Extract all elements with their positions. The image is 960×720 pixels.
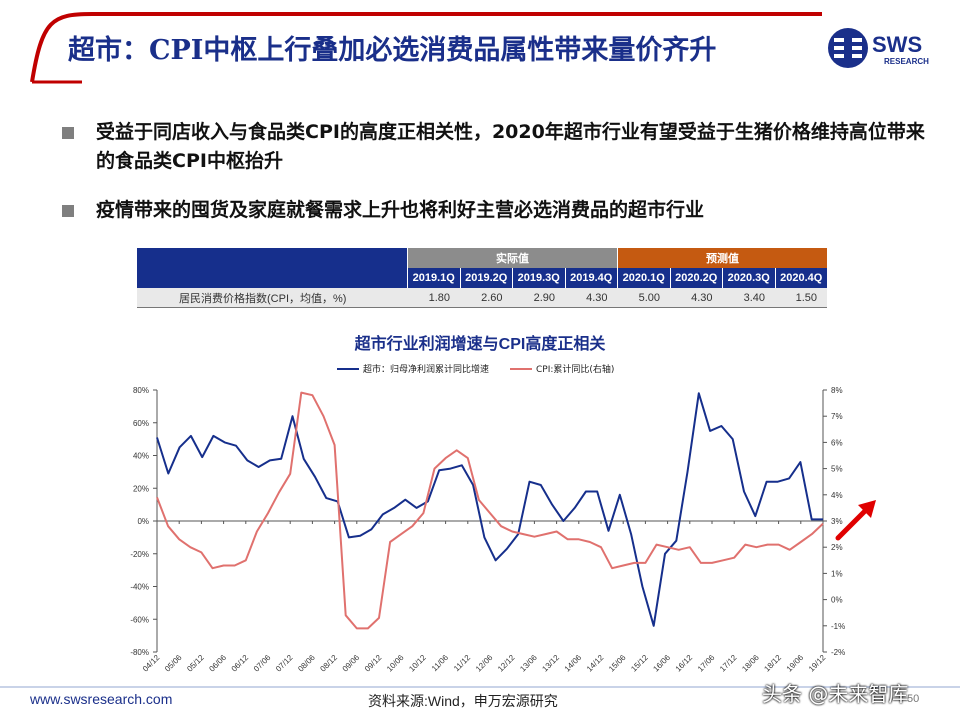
table-group-row: 实际值 预测值 <box>137 248 827 268</box>
x-tick-label: 12/06 <box>474 653 495 674</box>
x-tick-label: 11/06 <box>430 653 450 673</box>
x-tick-label: 10/06 <box>385 653 406 674</box>
x-tick-label: 15/06 <box>607 653 628 674</box>
left-tick-label: 60% <box>133 419 149 428</box>
x-tick-label: 06/06 <box>207 653 228 674</box>
sws-logo: SWS RESEARCH <box>828 28 929 68</box>
x-tick-label: 13/12 <box>540 653 561 674</box>
x-tick-label: 10/12 <box>407 653 428 674</box>
page-number: 50 <box>907 693 920 705</box>
chart-axes: -80% -60% -40% -20% 0% 20% 40% 60% 80% -2% -1% 0% 1%… <box>130 386 845 674</box>
source-note: 资料来源:Wind，申万宏源研究 <box>368 693 558 709</box>
table-cell: 4.30 <box>565 288 618 308</box>
footer-divider <box>0 686 960 688</box>
legend-label-cpi: CPI:累计同比(右轴) <box>536 363 614 375</box>
x-tick-label: 12/12 <box>496 653 517 674</box>
bullet-square-icon <box>62 205 74 217</box>
watermark: 头条 @未来智库 <box>762 682 909 706</box>
right-tick-label: 1% <box>831 569 843 578</box>
table-row: 居民消费价格指数(CPI，均值，%) 1.80 2.60 2.90 4.30 5… <box>137 288 827 308</box>
right-tick-label: -1% <box>831 622 845 631</box>
left-tick-label: -60% <box>130 615 149 624</box>
x-tick-label: 17/12 <box>718 653 739 674</box>
right-tick-label: 4% <box>831 491 843 500</box>
table-cell: 2.90 <box>512 288 565 308</box>
right-tick-label: 8% <box>831 386 843 395</box>
cpi-forecast-table: 实际值 预测值 2019.1Q 2019.2Q 2019.3Q 2019.4Q … <box>137 248 827 308</box>
series-line-profit <box>156 392 823 627</box>
logo-subtext: RESEARCH <box>884 57 929 66</box>
quarter-header: 2019.1Q <box>407 268 460 288</box>
right-tick-label: 3% <box>831 517 843 526</box>
x-tick-label: 19/12 <box>807 653 828 674</box>
series-layer <box>156 391 824 630</box>
x-tick-label: 14/12 <box>585 653 606 674</box>
table-cell: 1.50 <box>775 288 827 308</box>
chart-legend: 超市：归母净利润累计同比增速 CPI:累计同比(右轴) <box>337 363 614 375</box>
x-tick-label: 07/06 <box>252 653 273 674</box>
x-tick-label: 18/06 <box>740 653 761 674</box>
quarter-header: 2020.3Q <box>722 268 775 288</box>
table-cell: 2.60 <box>460 288 513 308</box>
x-tick-label: 06/12 <box>230 653 251 674</box>
page-title: 超市：CPI中枢上行叠加必选消费品属性带来量价齐升 <box>68 35 717 66</box>
quarter-header: 2019.3Q <box>512 268 565 288</box>
trend-arrow <box>835 500 876 541</box>
arrow-up-icon <box>835 505 871 541</box>
quarter-header: 2020.4Q <box>774 268 827 288</box>
right-tick-label: 7% <box>831 412 843 421</box>
left-tick-label: 80% <box>133 386 149 395</box>
arrow-head-icon <box>858 500 876 518</box>
group-actual-header: 实际值 <box>407 248 618 268</box>
x-tick-label: 09/12 <box>363 653 384 674</box>
row-label: 居民消费价格指数(CPI，均值，%) <box>137 288 408 308</box>
x-tick-label: 15/12 <box>629 653 650 674</box>
x-tick-label: 18/12 <box>762 653 783 674</box>
bullet-text: 受益于同店收入与食品类CPI的高度正相关性，2020年超市行业有望受益于生猪价格… <box>96 121 925 172</box>
left-tick-label: 20% <box>133 484 149 493</box>
right-tick-label: 6% <box>831 438 843 447</box>
x-tick-label: 16/12 <box>674 653 695 674</box>
quarter-header: 2019.2Q <box>459 268 513 288</box>
quarter-header: 2020.2Q <box>669 268 723 288</box>
right-tick-label: 5% <box>831 465 843 474</box>
x-tick-label: 11/12 <box>452 653 472 673</box>
left-tick-label: -20% <box>130 550 149 559</box>
x-tick-label: 08/12 <box>318 653 339 674</box>
legend-label-profit: 超市：归母净利润累计同比增速 <box>363 363 489 375</box>
right-tick-label: -2% <box>831 648 845 657</box>
logo-text: SWS <box>872 32 922 57</box>
table-cell: 5.00 <box>617 288 670 308</box>
line-chart: -80% -60% -40% -20% 0% 20% 40% 60% 80% -2% -1% 0% 1%… <box>130 363 876 674</box>
series-line-cpi <box>156 391 824 630</box>
x-tick-label: 09/06 <box>341 653 362 674</box>
table-cell: 3.40 <box>722 288 775 308</box>
x-tick-label: 19/06 <box>785 653 806 674</box>
left-tick-label: 40% <box>133 452 149 461</box>
left-tick-label: -80% <box>130 648 149 657</box>
bullet-text: 疫情带来的囤货及家庭就餐需求上升也将利好主营必选消费品的超市行业 <box>96 199 705 221</box>
right-tick-label: 2% <box>831 543 843 552</box>
quarter-header: 2020.1Q <box>617 268 670 288</box>
footer-url-link[interactable]: www.swsresearch.com <box>30 691 173 707</box>
quarter-header: 2019.4Q <box>564 268 618 288</box>
table-cell: 4.30 <box>670 288 723 308</box>
table-quarter-row: 2019.1Q 2019.2Q 2019.3Q 2019.4Q 2020.1Q … <box>137 268 827 288</box>
right-tick-label: 0% <box>831 596 843 605</box>
x-tick-label: 05/12 <box>185 653 206 674</box>
title-banner <box>30 12 822 84</box>
x-tick-label: 08/06 <box>296 653 317 674</box>
left-tick-label: -40% <box>130 583 149 592</box>
x-tick-label: 05/06 <box>163 653 184 674</box>
x-tick-label: 16/06 <box>651 653 672 674</box>
table-cell: 1.80 <box>407 288 460 308</box>
bullet-square-icon <box>62 127 74 139</box>
left-tick-label: 0% <box>137 517 149 526</box>
group-forecast-header: 预测值 <box>617 248 827 268</box>
x-tick-label: 14/06 <box>563 653 584 674</box>
x-tick-label: 17/06 <box>696 653 717 674</box>
x-tick-label: 13/06 <box>518 653 539 674</box>
chart-title: 超市行业利润增速与CPI高度正相关 <box>354 336 606 353</box>
x-tick-label: 07/12 <box>274 653 295 674</box>
